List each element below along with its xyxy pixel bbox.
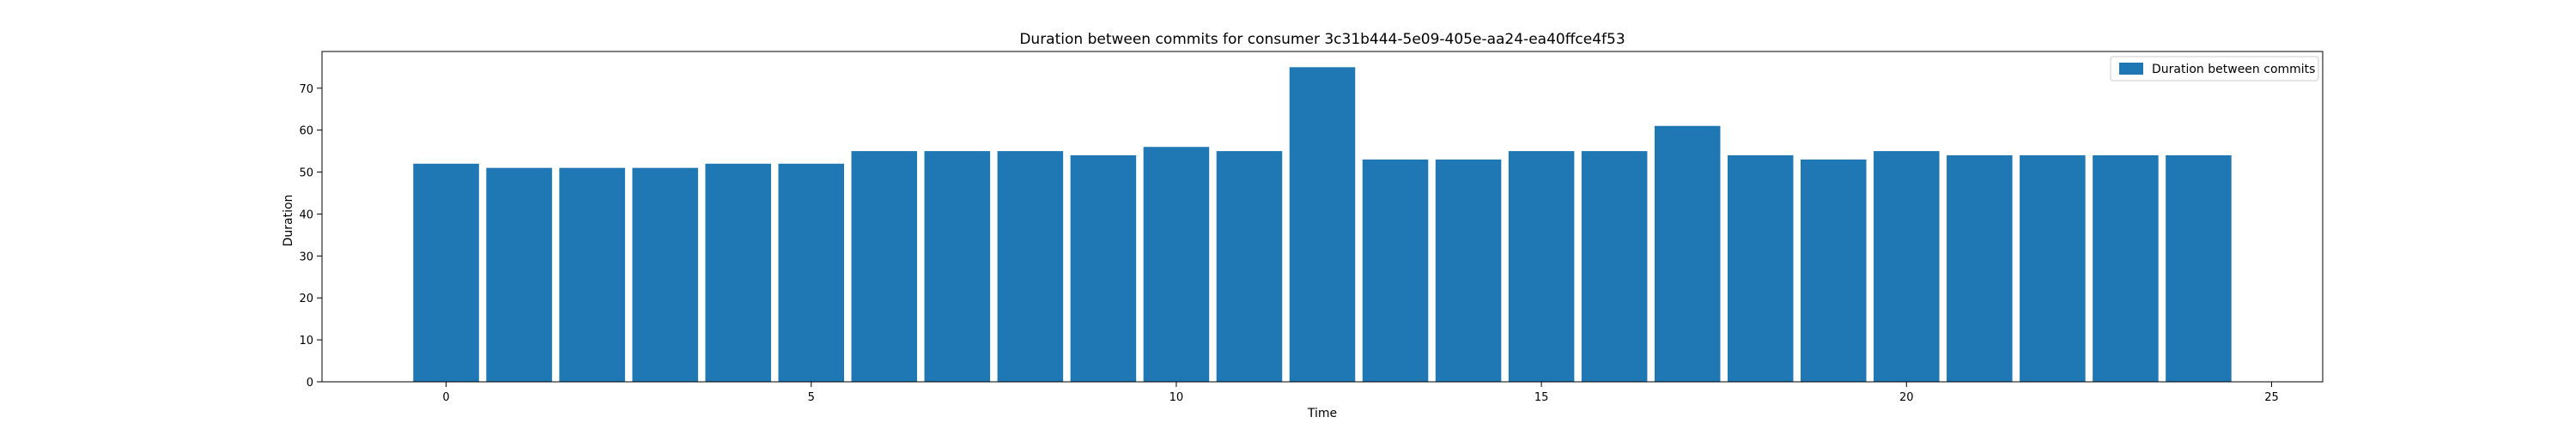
bar-2	[559, 167, 625, 382]
x-axis-label: Time	[1307, 407, 1337, 420]
bar-18	[1727, 155, 1794, 382]
y-axis-ticks: 0 10 20 30 40 50 60 70	[299, 83, 322, 390]
y-tick-label: 10	[299, 335, 313, 347]
bar-10	[1143, 147, 1210, 382]
y-tick-label: 20	[299, 293, 313, 305]
y-tick-label: 0	[307, 377, 313, 390]
chart-title: Duration between commits for consumer 3c…	[1019, 31, 1625, 48]
x-tick-label: 20	[1899, 391, 1914, 404]
y-tick-label: 40	[299, 208, 313, 221]
bar-16	[1581, 151, 1648, 382]
y-axis-label: Duration	[282, 195, 295, 247]
x-tick-label: 15	[1534, 391, 1549, 404]
bar-6	[851, 151, 918, 382]
bar-23	[2093, 155, 2159, 382]
bar-21	[1947, 155, 2013, 382]
bar-17	[1654, 125, 1721, 382]
x-axis-ticks: 0 5 10 15 20 25	[442, 382, 2279, 404]
x-tick-label: 5	[808, 391, 815, 404]
y-tick-label: 70	[299, 83, 313, 96]
bar-7	[924, 151, 991, 382]
bar-12	[1289, 67, 1356, 382]
legend-swatch	[2119, 63, 2143, 75]
bar-8	[997, 151, 1064, 382]
plot-frame	[321, 51, 2324, 383]
bar-19	[1800, 159, 1867, 382]
y-tick-label: 50	[299, 167, 313, 180]
legend-box	[2110, 56, 2319, 82]
bar-0	[413, 163, 479, 382]
x-tick-label: 10	[1170, 391, 1184, 404]
bar-11	[1216, 151, 1283, 382]
bar-4	[705, 163, 771, 382]
legend-label: Duration between commits	[2152, 63, 2315, 76]
y-tick-label: 60	[299, 125, 313, 138]
bars-group	[413, 67, 2232, 382]
y-tick-label: 30	[299, 251, 313, 263]
bar-9	[1070, 155, 1137, 382]
bar-20	[1874, 151, 1940, 382]
bar-3	[632, 167, 698, 382]
bar-13	[1362, 159, 1429, 382]
legend: Duration between commits	[2110, 56, 2319, 82]
bar-24	[2166, 155, 2232, 382]
x-tick-label: 25	[2264, 391, 2279, 404]
bar-14	[1435, 159, 1502, 382]
bar-1	[486, 167, 552, 382]
bar-22	[2020, 155, 2086, 382]
bar-5	[778, 163, 845, 382]
bar-15	[1508, 151, 1575, 382]
x-tick-label: 0	[442, 391, 449, 404]
